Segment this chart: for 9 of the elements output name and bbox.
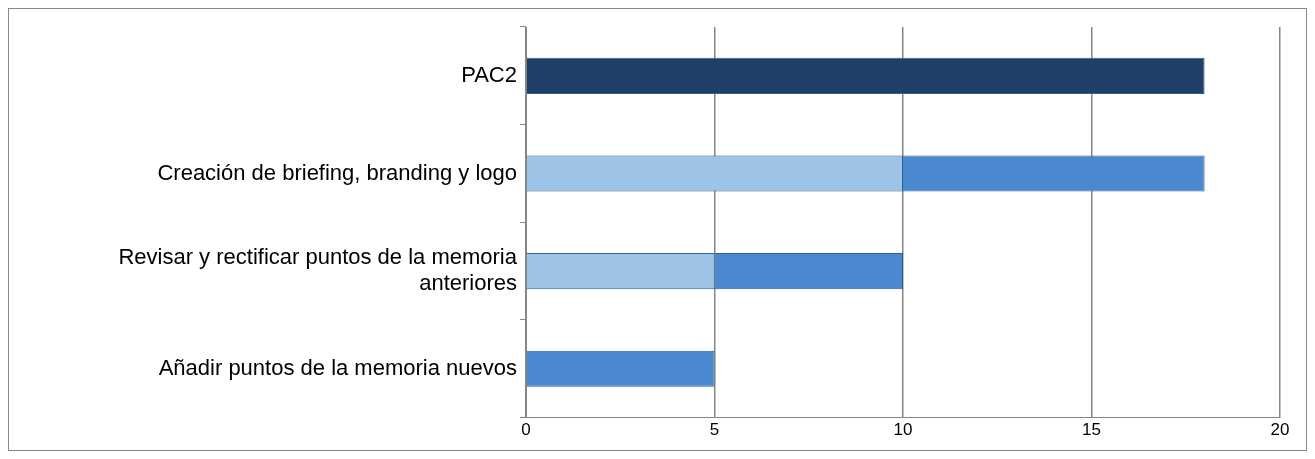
y-tick-label: Revisar y rectificar puntos de la memoria anteriores: [118, 243, 518, 296]
x-tick-label: 5: [709, 420, 720, 440]
x-tick-label: 10: [893, 420, 913, 440]
y-tick-label: Añadir puntos de la memoria nuevos: [158, 354, 517, 380]
x-tick-label: 20: [1270, 420, 1290, 440]
y-tick-label: PAC2: [461, 61, 517, 87]
x-tick-label: 15: [1082, 420, 1101, 440]
y-tick-label: Creación de briefing, branding y logo: [157, 159, 517, 185]
x-tick-label: 0: [521, 420, 531, 440]
